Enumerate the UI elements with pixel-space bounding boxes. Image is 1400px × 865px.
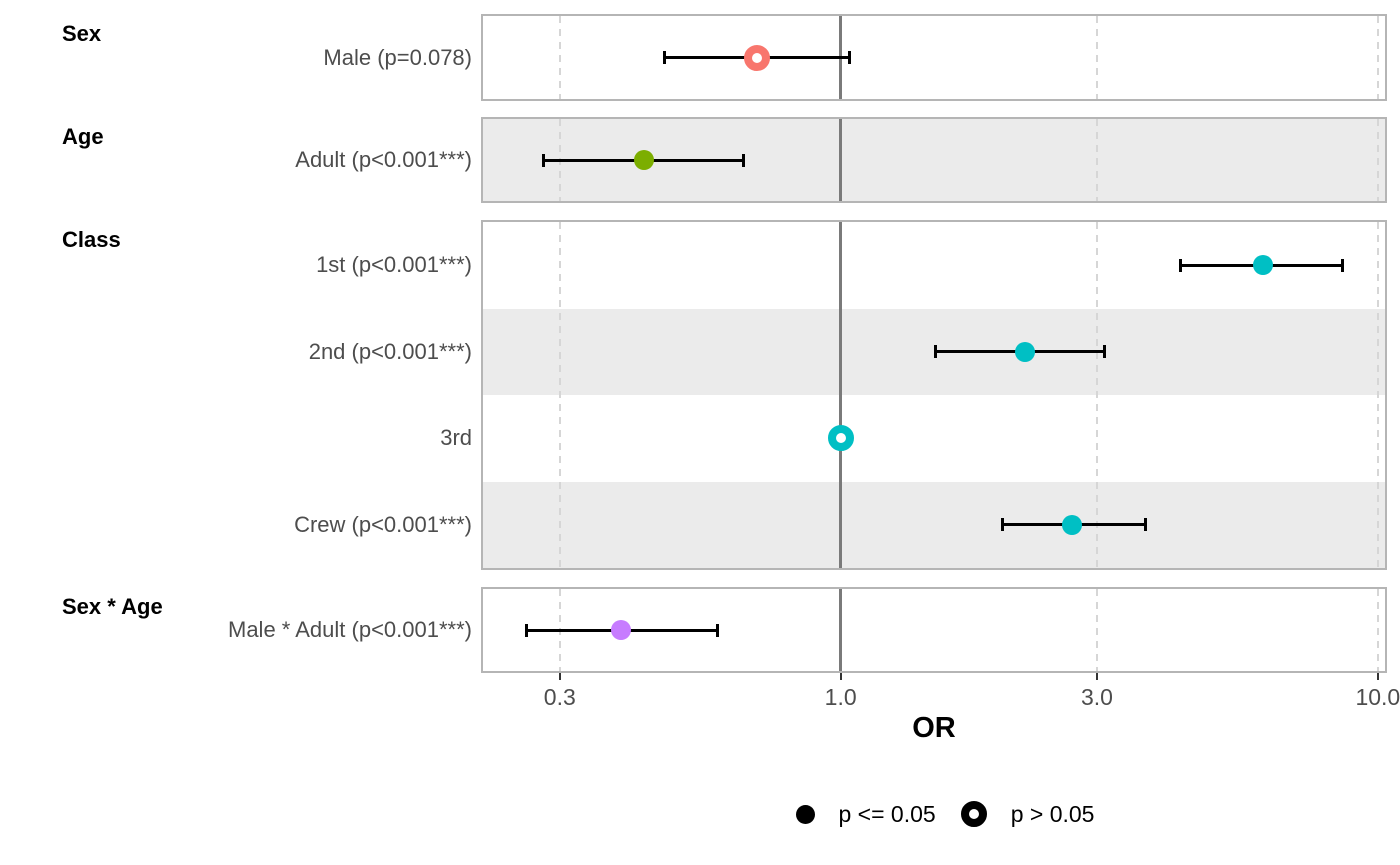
row-label-male-p-0-078: Male (p=0.078) [323,44,472,70]
facet-panel-class [481,220,1387,570]
ci-cap-low [524,623,528,637]
row-label-2nd-p-0-001: 2nd (p<0.001***) [308,338,472,364]
ci-cap-low [542,153,546,167]
legend-label: p > 0.05 [1010,800,1095,827]
ci-cap-high [1341,258,1345,272]
group-label-class: Class [62,227,121,252]
gridline-0.3 [558,222,561,568]
ci-cap-high [1103,345,1107,359]
axis-tick-label-1: 1.0 [824,684,857,710]
row-stripe [483,481,1385,568]
gridline-10 [1376,222,1379,568]
reference-line-or-1 [839,589,843,671]
or-point-male-p-0-078 [744,44,771,71]
open-circle-icon [960,801,987,827]
facet-panel-sex [481,14,1387,101]
row-label-adult-p-0-001: Adult (p<0.001***) [295,147,472,172]
or-point-crew-p-0-001 [1062,514,1083,535]
filled-circle-icon [795,804,815,824]
reference-line-or-1 [839,222,843,568]
or-point-3rd [827,425,854,452]
group-label-sex-age: Sex * Age [62,594,163,619]
or-point-1st-p-0-001 [1252,255,1273,276]
axis-tick-label-10: 10.0 [1355,684,1400,710]
axis-tick-label-3: 3.0 [1080,684,1113,710]
axis-tick-label-0.3: 0.3 [543,684,576,710]
ci-cap-low [1000,518,1004,532]
row-label-crew-p-0-001: Crew (p<0.001***) [294,511,472,537]
legend-item-significant: p <= 0.05 [795,800,936,828]
ci-cap-high [716,623,720,637]
or-point-adult-p-0-001 [633,150,654,170]
facet-panel-sex-age [481,587,1387,673]
row-label-1st-p-0-001: 1st (p<0.001***) [316,252,472,278]
gridline-10 [1376,119,1379,201]
gridline-3 [1095,222,1098,568]
gridline-3 [1095,119,1098,201]
row-label-3rd: 3rd [440,425,472,451]
gridline-3 [1095,589,1098,671]
ci-cap-low [933,345,937,359]
gridline-10 [1376,589,1379,671]
row-label-male-adult-p-0-001: Male * Adult (p<0.001***) [228,617,472,642]
axis-tick-3 [1095,673,1098,680]
legend: p <= 0.05 p > 0.05 [492,795,1398,833]
or-point-2nd-p-0-001 [1014,341,1035,362]
gridline-0.3 [558,16,561,99]
ci-cap-high [742,153,746,167]
legend-label: p <= 0.05 [838,800,936,827]
axis-tick-1 [839,673,842,680]
ci-cap-high [1144,518,1148,532]
x-axis-title: OR [912,712,956,744]
legend-item-nonsignificant: p > 0.05 [960,800,1095,828]
gridline-3 [1095,16,1098,99]
reference-line-or-1 [839,119,843,201]
axis-tick-10 [1376,673,1379,680]
or-point-male-adult-p-0-001 [611,620,631,640]
axis-tick-0.3 [558,673,561,680]
ci-cap-low [663,51,667,64]
gridline-10 [1376,16,1379,99]
group-label-age: Age [62,124,104,149]
facet-panel-age [481,117,1387,203]
group-label-sex: Sex [62,21,102,46]
ci-cap-high [848,51,852,64]
ci-cap-low [1179,258,1183,272]
